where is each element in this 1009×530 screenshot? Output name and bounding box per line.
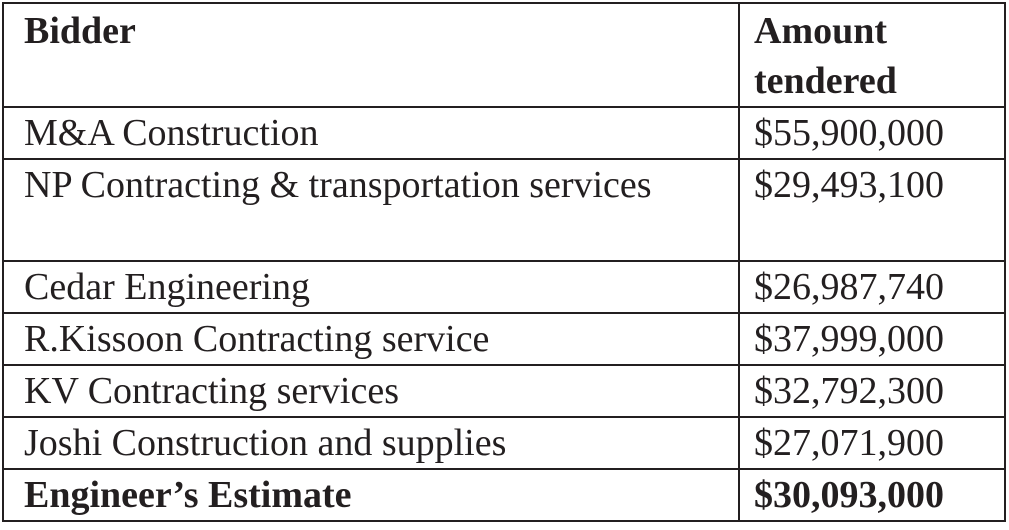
bid-table: Bidder Amount tendered M&A Construction …	[2, 2, 1006, 522]
amount-cell: $30,093,000	[738, 468, 1006, 522]
amount-cell: $26,987,740	[738, 260, 1006, 314]
bidder-cell: Joshi Construction and supplies	[2, 416, 740, 470]
amount-cell: $27,071,900	[738, 416, 1006, 470]
row: Joshi Construction and supplies $27,071,…	[2, 416, 1006, 470]
row: M&A Construction $55,900,000	[2, 106, 1006, 160]
bidder-cell: NP Contracting & transportation services	[2, 158, 740, 262]
header-cell: Amount tendered	[738, 2, 1006, 108]
header-cell: Bidder	[2, 2, 740, 108]
header-row: Bidder Amount tendered	[2, 2, 1006, 108]
row: R.Kissoon Contracting service $37,999,00…	[2, 312, 1006, 366]
bidder-cell: R.Kissoon Contracting service	[2, 312, 740, 366]
amount-cell: $37,999,000	[738, 312, 1006, 366]
amount-cell: $32,792,300	[738, 364, 1006, 418]
bidder-cell: KV Contracting services	[2, 364, 740, 418]
amount-cell: $29,493,100	[738, 158, 1006, 262]
row: NP Contracting & transportation services…	[2, 158, 1006, 262]
bidder-cell: Engineer’s Estimate	[2, 468, 740, 522]
amount-cell: $55,900,000	[738, 106, 1006, 160]
total-row: Engineer’s Estimate $30,093,000	[2, 468, 1006, 522]
bidder-cell: M&A Construction	[2, 106, 740, 160]
row: KV Contracting services $32,792,300	[2, 364, 1006, 418]
row: Cedar Engineering $26,987,740	[2, 260, 1006, 314]
bidder-cell: Cedar Engineering	[2, 260, 740, 314]
